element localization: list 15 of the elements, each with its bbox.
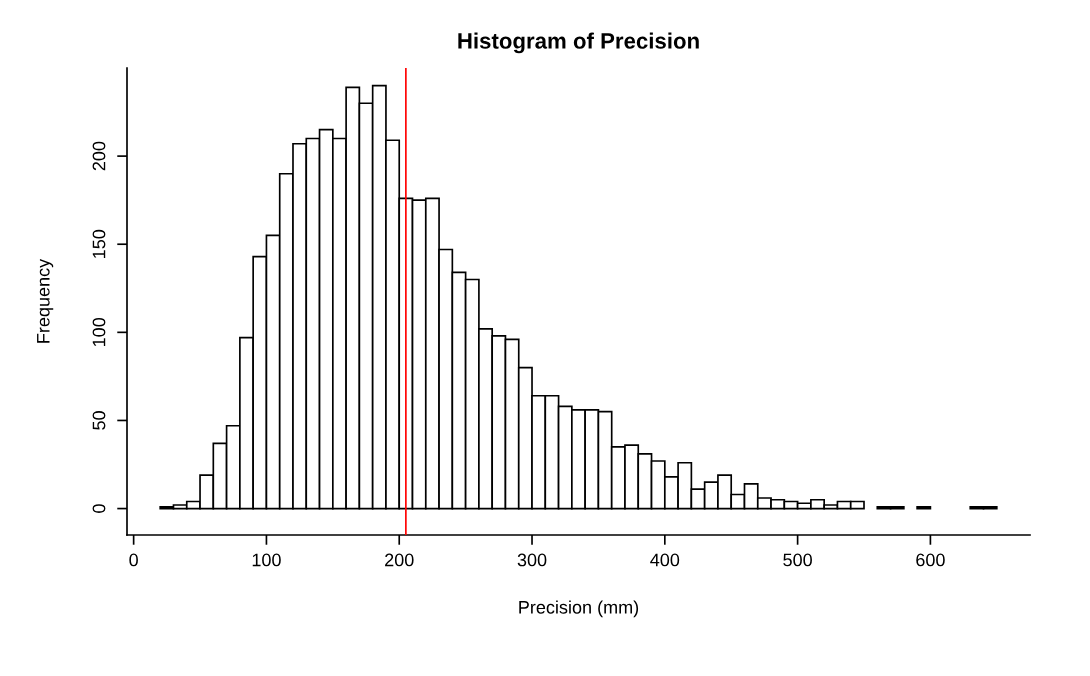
y-tick-label: 150 — [92, 229, 106, 258]
y-tick-label: 50 — [92, 411, 106, 430]
y-tick-label: 0 — [92, 504, 106, 513]
x-tick-label: 600 — [916, 553, 945, 567]
x-tick-label: 200 — [385, 553, 414, 567]
chart-title: Histogram of Precision — [458, 32, 699, 54]
x-tick-label: 300 — [517, 553, 547, 567]
x-tick-label: 100 — [252, 553, 281, 567]
x-tick-label: 500 — [783, 553, 812, 567]
x-axis-title: Precision (mm) — [519, 600, 639, 618]
y-tick-label: 200 — [92, 141, 106, 171]
y-tick-label: 100 — [92, 317, 106, 347]
y-axis-title: Frequency — [37, 258, 54, 343]
x-tick-label: 0 — [129, 553, 138, 567]
x-tick-label: 400 — [650, 553, 680, 567]
